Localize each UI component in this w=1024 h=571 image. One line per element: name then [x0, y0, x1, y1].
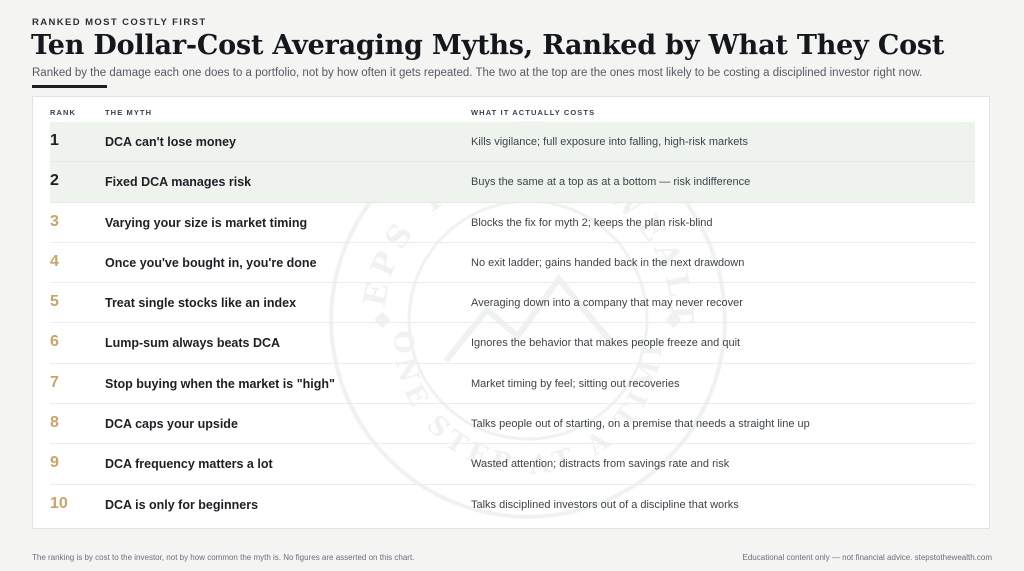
- rank-number: 4: [50, 252, 59, 270]
- cost-text: Kills vigilance; full exposure into fall…: [471, 136, 748, 148]
- rank-number: 3: [50, 212, 59, 230]
- cost-text: No exit ladder; gains handed back in the…: [471, 256, 745, 269]
- table-row: 7 Stop buying when the market is "high" …: [50, 364, 975, 405]
- cost-text: Averaging down into a company that may n…: [471, 297, 743, 310]
- myths-table-card: STEPS TO THE WEALTH ONE STEP AT A TIME R…: [32, 96, 990, 529]
- myth-text: DCA is only for beginners: [105, 497, 259, 512]
- cost-text: Talks people out of starting, on a premi…: [471, 418, 810, 431]
- rank-number: 5: [50, 293, 59, 311]
- rank-number: 7: [50, 373, 59, 391]
- myth-text: DCA frequency matters a lot: [105, 457, 273, 472]
- myth-text: Once you've bought in, you're done: [105, 255, 317, 270]
- page-title: Ten Dollar-Cost Averaging Myths, Ranked …: [31, 30, 945, 61]
- cost-text: Wasted attention; distracts from savings…: [471, 458, 730, 471]
- column-header-myth: THE MYTH: [105, 108, 153, 117]
- myth-text: DCA can't lose money: [105, 135, 237, 149]
- column-header-rank: RANK: [50, 108, 77, 117]
- myth-text: DCA caps your upside: [105, 417, 238, 432]
- myth-text: Fixed DCA manages risk: [105, 175, 252, 190]
- table-row: 9 DCA frequency matters a lot Wasted att…: [50, 444, 975, 485]
- rank-number: 6: [50, 333, 59, 351]
- cost-text: Blocks the fix for myth 2; keeps the pla…: [471, 216, 713, 229]
- table-header: RANK THE MYTH WHAT IT ACTUALLY COSTS: [50, 103, 975, 123]
- page-subtitle: Ranked by the damage each one does to a …: [32, 67, 923, 79]
- myth-text: Varying your size is market timing: [105, 215, 308, 230]
- rank-number: 2: [50, 172, 59, 190]
- rank-number: 10: [50, 494, 68, 512]
- rank-number: 1: [50, 132, 59, 149]
- cost-text: Ignores the behavior that makes people f…: [471, 337, 741, 350]
- table-row: 5 Treat single stocks like an index Aver…: [50, 283, 975, 324]
- title-underline: [32, 85, 107, 88]
- column-header-cost: WHAT IT ACTUALLY COSTS: [471, 108, 596, 117]
- cost-text: Talks disciplined investors out of a dis…: [471, 498, 739, 511]
- eyebrow-label: RANKED MOST COSTLY FIRST: [32, 17, 207, 28]
- table-row: 10 DCA is only for beginners Talks disci…: [50, 485, 975, 525]
- footer-note: The ranking is by cost to the investor, …: [32, 553, 415, 562]
- cost-text: Market timing by feel; sitting out recov…: [471, 377, 680, 390]
- table-row: 2 Fixed DCA manages risk Buys the same a…: [50, 162, 975, 203]
- myth-text: Treat single stocks like an index: [105, 296, 297, 311]
- cost-text: Buys the same at a top as at a bottom — …: [471, 176, 751, 189]
- rank-number: 8: [50, 414, 59, 432]
- myth-text: Stop buying when the market is "high": [105, 376, 335, 391]
- table-row: 8 DCA caps your upside Talks people out …: [50, 404, 975, 445]
- rank-number: 9: [50, 454, 59, 472]
- table-row: 1 DCA can't lose money Kills vigilance; …: [50, 122, 975, 163]
- table-body: 1 DCA can't lose money Kills vigilance; …: [50, 122, 975, 525]
- footer-disclaimer: Educational content only — not financial…: [742, 553, 992, 562]
- myth-text: Lump-sum always beats DCA: [105, 336, 281, 351]
- table-row: 6 Lump-sum always beats DCA Ignores the …: [50, 323, 975, 364]
- table-row: 3 Varying your size is market timing Blo…: [50, 203, 975, 243]
- table-row: 4 Once you've bought in, you're done No …: [50, 243, 975, 284]
